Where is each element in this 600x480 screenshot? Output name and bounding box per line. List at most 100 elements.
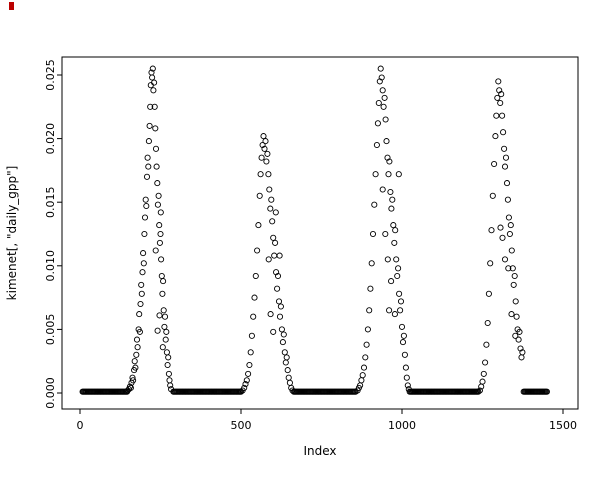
data-point [517, 345, 524, 352]
data-point [168, 386, 175, 393]
data-point [252, 272, 259, 280]
data-point [373, 141, 380, 149]
data-point [359, 372, 366, 379]
data-point [515, 336, 522, 343]
data-point [493, 112, 500, 119]
data-point [371, 201, 378, 208]
data-point [391, 311, 398, 318]
data-point [273, 269, 280, 276]
data-point [275, 298, 283, 305]
data-point [156, 312, 163, 319]
data-point [364, 326, 371, 333]
data-point [246, 361, 253, 369]
data-point [149, 74, 156, 81]
data-point [375, 99, 382, 107]
data-point [510, 281, 517, 288]
data-point [283, 354, 290, 361]
data-point [499, 112, 506, 119]
data-point [368, 260, 375, 267]
data-point [360, 364, 368, 371]
data-point [378, 74, 385, 81]
data-point [263, 158, 270, 165]
data-point [511, 272, 518, 280]
data-point [269, 218, 276, 225]
data-point [151, 79, 158, 86]
data-point [518, 354, 525, 361]
data-point [132, 364, 139, 371]
data-point [499, 234, 506, 241]
data-point [156, 239, 163, 246]
data-point [497, 224, 504, 231]
data-point [487, 260, 494, 267]
data-point [543, 388, 550, 395]
data-point [261, 145, 268, 152]
data-point [140, 250, 147, 257]
plot-dynamic-layer: 0 500 1000 1500 0.000 0.005 0.010 0.015 0.020 0.0… [44, 56, 579, 432]
data-point [484, 319, 491, 327]
data-point [251, 294, 258, 301]
data-point [133, 336, 141, 343]
data-point [270, 328, 277, 335]
data-point [154, 327, 161, 334]
data-point [372, 171, 379, 178]
data-point [401, 351, 408, 358]
data-point [139, 269, 146, 276]
data-point [513, 313, 520, 320]
data-point [257, 171, 264, 178]
data-point [165, 354, 172, 361]
data-point [389, 196, 396, 203]
data-point [386, 158, 393, 165]
data-point [405, 386, 412, 393]
x-tick-label: 0 [77, 419, 84, 432]
data-point [131, 358, 138, 365]
y-tick-label: 0.025 [44, 59, 57, 91]
data-point [479, 378, 486, 385]
data-point [245, 370, 252, 377]
data-point [395, 171, 402, 178]
data-point [483, 341, 490, 348]
y-tick-label: 0.015 [44, 186, 57, 218]
data-point [241, 384, 248, 391]
x-tick-label: 1000 [388, 419, 416, 432]
data-point [381, 94, 388, 101]
data-point [488, 227, 495, 234]
data-point [402, 364, 409, 371]
data-point [271, 252, 278, 259]
data-point [262, 138, 269, 145]
data-point [382, 116, 389, 123]
data-point [379, 186, 386, 193]
x-tick-label: 1500 [549, 419, 577, 432]
data-point [383, 138, 390, 145]
data-point [516, 328, 523, 335]
data-point [501, 256, 509, 263]
data-point [503, 180, 511, 187]
data-point [281, 349, 288, 356]
data-point [380, 103, 387, 110]
data-point [274, 285, 281, 292]
data-point [374, 120, 381, 127]
plot-box [61, 56, 579, 410]
data-point [267, 311, 274, 318]
data-point [138, 290, 145, 297]
data-point [140, 260, 147, 267]
data-point [508, 311, 515, 318]
data-point [159, 344, 166, 351]
data-point [138, 281, 145, 288]
data-point [146, 122, 153, 129]
data-point [512, 298, 519, 305]
data-point [384, 154, 391, 161]
x-tick-label: 500 [231, 419, 252, 432]
data-point [386, 307, 393, 314]
data-point [154, 201, 161, 208]
data-point [489, 192, 496, 199]
data-point [136, 328, 143, 335]
y-tick-label: 0.005 [44, 314, 57, 346]
data-point [395, 265, 402, 272]
data-point [387, 188, 394, 196]
y-tick-label: 0.020 [44, 123, 57, 155]
data-point [399, 339, 407, 346]
data-point [163, 328, 170, 335]
x-axis-label: Index [303, 444, 336, 458]
data-point [242, 381, 249, 388]
